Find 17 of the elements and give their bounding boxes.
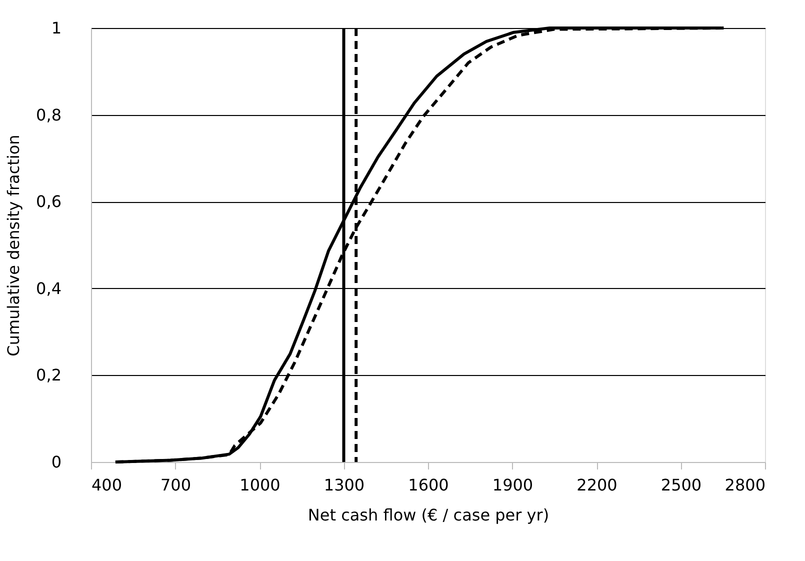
y-tick-label: 0,2	[36, 366, 62, 385]
y-tick-label: 1	[51, 18, 62, 38]
x-tick-label: 2800	[724, 476, 766, 494]
y-tick-label: 0,4	[36, 278, 62, 298]
y-tick-label: 0,6	[36, 192, 62, 212]
x-tick-label: 700	[160, 476, 192, 494]
x-tick-label: 1300	[324, 476, 365, 494]
y-tick-label: 0	[51, 452, 62, 472]
x-tick-label: 2200	[576, 476, 618, 494]
y-axis-title: Cumulative density fraction	[4, 134, 24, 356]
x-tick-label: 2500	[660, 476, 702, 494]
x-tick-label: 1900	[492, 476, 534, 494]
x-tick-label: 1000	[240, 476, 280, 494]
y-tick-label: 0,8	[36, 105, 62, 124]
x-axis-title: Net cash flow (€ / case per yr)	[308, 506, 550, 524]
x-tick-label: 400	[92, 476, 122, 494]
x-tick-label: 1600	[408, 476, 449, 494]
